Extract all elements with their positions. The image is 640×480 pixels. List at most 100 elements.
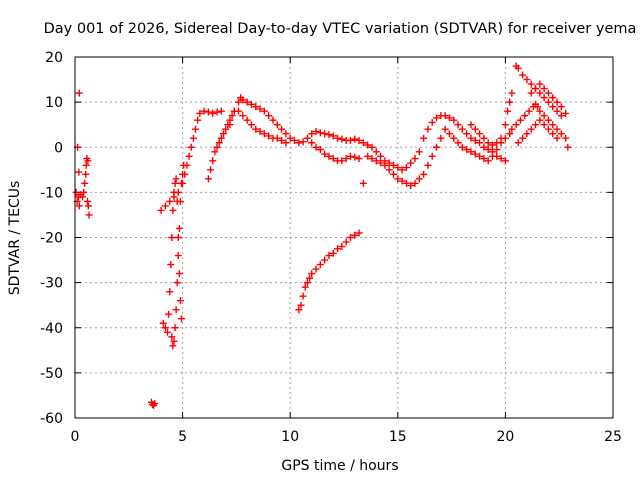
data-point [359,139,367,147]
data-points [72,62,572,409]
series-segment-2 [147,398,159,409]
data-point [411,155,419,163]
data-point [265,132,273,140]
data-point [308,270,316,278]
y-tick-label: -40 [40,321,63,337]
data-point [501,157,509,165]
data-point [84,202,92,210]
data-point [433,114,441,122]
plot-frame [74,56,614,419]
data-point [213,108,221,116]
x-tick-labels: 0 5 10 15 20 25 [71,429,622,445]
data-point [247,100,255,108]
data-point [239,112,247,120]
data-point [306,274,314,282]
data-point [368,143,376,151]
data-point [398,177,406,185]
data-point [394,164,402,172]
data-point [325,252,333,260]
data-point [402,179,410,187]
data-point [171,324,179,332]
data-point [516,116,524,124]
data-point [278,136,286,144]
data-point [170,188,178,196]
data-point [377,152,385,160]
data-point [508,89,516,97]
series-segment-8 [235,107,290,147]
data-point [433,143,441,151]
data-point [342,238,350,246]
data-point [297,301,305,309]
data-point [377,159,385,167]
data-point [260,107,268,115]
y-tick-label: 10 [45,95,63,111]
data-point [564,143,572,151]
data-point [204,175,212,183]
data-point [346,234,354,241]
data-point [80,188,88,196]
data-point [355,155,363,163]
data-point [364,141,372,149]
data-point [540,121,548,129]
data-point [540,85,548,93]
data-point [497,134,505,142]
data-point [476,130,484,138]
data-point [428,118,436,126]
x-tick-label: 10 [281,429,299,445]
x-tick-label: 5 [178,429,187,445]
data-point [467,121,475,129]
data-point [549,103,557,111]
data-point [175,270,183,278]
data-point [338,135,346,143]
series-segment-4 [159,175,186,336]
data-point [286,134,294,142]
data-point [540,94,548,102]
data-point [321,130,329,138]
data-point [471,150,479,158]
data-point [519,71,527,79]
data-point [167,261,175,269]
series-segment-7 [226,94,423,174]
data-point [553,98,561,106]
series-segment-10 [308,134,445,190]
data-point [424,161,432,169]
data-point [521,112,529,120]
data-point [557,112,565,120]
x-axis-label: GPS time / hours [281,458,398,474]
data-point [316,261,324,269]
data-point [544,125,552,133]
data-point [217,107,225,115]
data-point [329,132,337,140]
y-tick-label: 0 [54,140,63,156]
data-point [278,125,286,133]
x-tick-label: 20 [496,429,514,445]
data-point [168,234,176,241]
data-point [172,306,180,314]
data-point [407,159,415,167]
data-point [81,179,89,187]
data-point [488,141,496,149]
data-point [536,80,544,88]
data-point [247,121,255,129]
data-point [525,107,533,115]
series-segment-13 [467,62,565,149]
data-point [471,136,479,144]
data-point [441,125,449,133]
data-point [488,152,496,160]
data-point [514,139,522,147]
data-point [544,116,552,124]
data-point [308,139,316,147]
data-point [235,98,243,106]
data-point [338,157,346,165]
data-point [157,206,165,214]
data-point [174,234,182,241]
data-point [420,134,428,142]
data-point [523,130,531,138]
data-point [75,168,83,176]
data-point [321,256,329,264]
data-point [553,134,561,142]
data-point [291,136,299,144]
data-point [170,337,178,345]
y-tick-label: -10 [40,185,63,201]
data-point [239,96,247,104]
